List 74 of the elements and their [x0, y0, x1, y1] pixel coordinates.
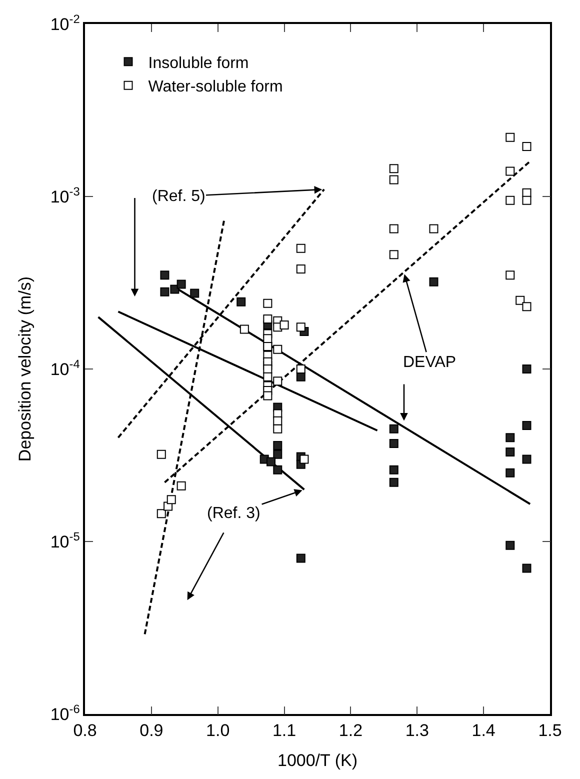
- point: [263, 298, 272, 308]
- point: [429, 224, 438, 234]
- x-tick-label: 1.2: [338, 721, 363, 740]
- point: [156, 509, 166, 518]
- y-tick-label: 10$^{-2}$: [50, 12, 80, 34]
- point: [296, 372, 306, 382]
- x-tick-label: 1.1: [272, 721, 296, 740]
- point: [506, 196, 515, 205]
- point: [389, 224, 398, 234]
- point: [263, 314, 272, 324]
- point: [522, 364, 532, 374]
- y-axis-title: Deposition velocity (m/s): [15, 276, 34, 462]
- point: [506, 270, 515, 280]
- x-tick-label: 1.5: [538, 721, 562, 740]
- y-tick-label: 10$^{-3}$: [50, 184, 80, 206]
- point: [263, 364, 272, 374]
- point: [389, 424, 398, 434]
- point: [300, 454, 309, 464]
- point: [266, 457, 276, 466]
- point: [522, 454, 532, 464]
- point: [176, 481, 186, 490]
- point: [389, 478, 398, 487]
- point: [506, 166, 515, 176]
- legend-label: Water-soluble form: [148, 78, 283, 96]
- point: [506, 468, 515, 478]
- point: [273, 416, 282, 426]
- point: [389, 438, 398, 448]
- point: [166, 495, 176, 504]
- y-tick-label: 10$^{-4}$: [50, 356, 80, 379]
- point: [273, 465, 282, 474]
- point: [240, 324, 249, 334]
- point: [506, 448, 515, 457]
- point: [160, 270, 170, 280]
- point: [190, 288, 200, 298]
- point: [273, 376, 282, 386]
- point: [506, 540, 515, 550]
- point: [296, 322, 306, 332]
- x-tick-label: 0.8: [73, 721, 97, 740]
- point: [522, 421, 532, 430]
- point: [522, 302, 532, 312]
- point: [296, 554, 306, 563]
- point: [389, 164, 398, 174]
- point: [522, 196, 532, 205]
- point: [296, 244, 306, 253]
- point: [506, 433, 515, 442]
- point: [263, 372, 272, 382]
- point: [236, 297, 246, 306]
- point: [389, 465, 398, 474]
- point: [176, 280, 186, 289]
- x-tick-label: 1.0: [206, 721, 230, 740]
- y-tick-label: 10$^{-6}$: [50, 702, 80, 724]
- x-tick-label: 0.9: [140, 721, 164, 740]
- annotation: (Ref. 3): [207, 505, 260, 522]
- point: [273, 344, 282, 354]
- point: [516, 296, 525, 305]
- point: [280, 320, 289, 330]
- x-tick-label: 1.4: [472, 721, 496, 740]
- x-axis-title: 1000/T (K): [277, 751, 358, 770]
- annotation: (Ref. 5): [152, 188, 206, 205]
- point: [170, 284, 180, 294]
- point: [156, 450, 166, 459]
- point: [273, 450, 282, 459]
- point: [273, 441, 282, 450]
- point: [263, 391, 272, 400]
- point: [389, 250, 398, 260]
- point: [506, 132, 515, 142]
- annotation: DEVAP: [403, 354, 456, 371]
- point: [160, 287, 170, 296]
- x-tick-label: 1.3: [405, 721, 429, 740]
- legend-label: Insoluble form: [148, 54, 249, 72]
- point: [389, 175, 398, 184]
- point: [429, 277, 438, 286]
- point: [522, 564, 532, 573]
- y-tick-label: 10$^{-5}$: [50, 529, 80, 552]
